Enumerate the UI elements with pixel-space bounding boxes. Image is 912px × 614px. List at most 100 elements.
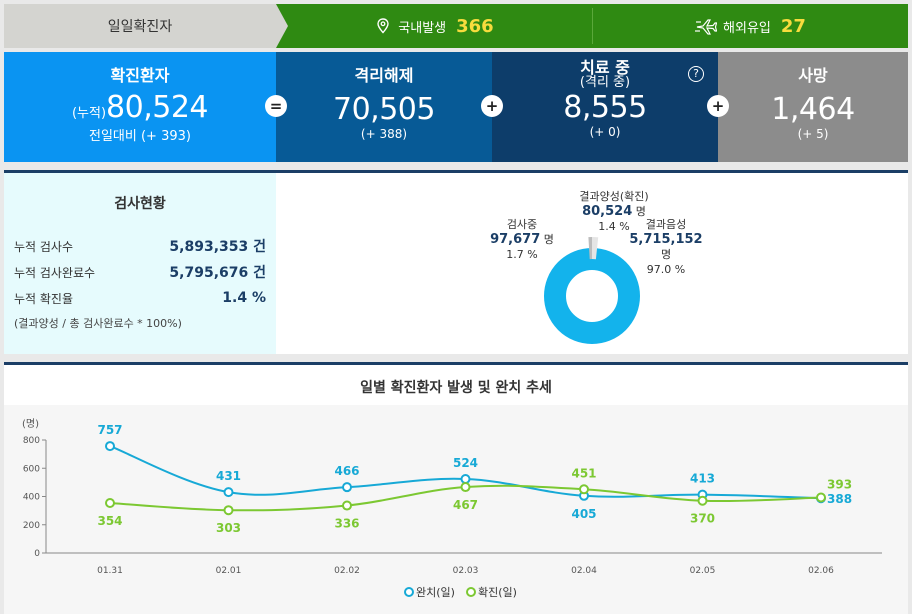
test-row-label: 누적 확진율 <box>14 291 74 306</box>
data-point <box>223 505 234 516</box>
overseas-value: 27 <box>780 15 806 37</box>
domestic-value: 366 <box>456 15 494 37</box>
treating-box: 치료 중 (격리 중) 8,555 (+ 0) ? <box>492 52 718 162</box>
released-value: 70,505 <box>333 92 435 127</box>
testing-label-group: 검사중 97,677 명 1.7 % <box>484 217 560 262</box>
positive-label: 결과양성(확진) <box>579 190 649 203</box>
positive-unit: 명 <box>635 205 646 218</box>
test-status-title: 검사현황 <box>114 196 166 212</box>
confirmed-title: 확진환자 <box>110 66 170 85</box>
data-point <box>697 495 708 506</box>
negative-label-group: 결과음성 5,715,152 명 97.0 % <box>626 217 706 277</box>
x-tick-label: 02.01 <box>216 566 242 576</box>
test-row: 누적 검사완료수 5,795,676 건 <box>14 259 266 285</box>
data-label: 388 <box>827 492 852 506</box>
data-point <box>342 482 352 493</box>
y-axis-label: (명) <box>22 418 39 430</box>
testing-unit: 명 <box>543 233 554 246</box>
x-tick-label: 01.31 <box>97 566 123 576</box>
positive-pct: 1.4 % <box>598 220 630 233</box>
testing-value: 97,677 <box>490 232 541 247</box>
data-label: 466 <box>334 464 359 478</box>
test-row: 누적 검사수 5,893,353 건 <box>14 233 266 259</box>
negative-label: 결과음성 <box>645 218 687 231</box>
data-point <box>223 487 234 498</box>
label-arrow <box>276 4 288 48</box>
daily-cases-bar: 일일확진자 국내발생 366 해외유입 27 <box>4 4 908 48</box>
deaths-value: 1,464 <box>771 92 855 127</box>
data-label: 524 <box>453 456 478 470</box>
chart-title: 일별 확진환자 발생 및 완치 추세 <box>360 380 552 396</box>
data-point <box>460 482 471 493</box>
test-row-value: 5,795,676 건 <box>169 265 266 281</box>
y-tick-label: 800 <box>23 436 40 446</box>
negative-pct: 97.0 % <box>646 263 686 276</box>
y-tick-label: 200 <box>23 521 40 531</box>
daily-cases-breakdown: 국내발생 366 해외유입 27 <box>276 4 908 48</box>
confirmed-box: 확진환자 (누적)80,524 전일대비 (+ 393) <box>4 52 276 162</box>
data-label: 431 <box>216 469 241 483</box>
donut-chart <box>544 236 640 344</box>
daily-trend-section: 일별 확진환자 발생 및 완치 추세 (명) 0 200 400 600 800 01.3… <box>4 362 908 614</box>
released-title: 격리해제 <box>354 66 414 85</box>
plus-operator: + <box>707 95 729 117</box>
data-point <box>105 497 115 508</box>
test-row-label: 누적 검사수 <box>14 239 74 254</box>
legend-released-marker <box>404 587 414 597</box>
testing-pct: 1.7 % <box>506 248 538 261</box>
overseas-label: 해외유입 <box>723 20 771 36</box>
x-tick-label: 02.02 <box>334 566 360 576</box>
data-label: 336 <box>334 517 359 531</box>
deaths-box: 사망 1,464 (+ 5) <box>718 52 908 162</box>
trend-line-chart: (명) 0 200 400 600 800 01.31 02.01 02.02 02.03 02.… <box>22 418 882 599</box>
legend: 완치(일) 확진(일) <box>404 585 517 599</box>
daily-cases-label: 일일확진자 <box>4 4 276 48</box>
test-row-label: 누적 검사완료수 <box>14 265 96 280</box>
data-label: 393 <box>827 477 852 491</box>
data-label: 467 <box>453 498 478 512</box>
equals-operator: = <box>265 95 287 117</box>
donut-negative-slice <box>544 248 640 344</box>
x-tick-label: 02.06 <box>808 566 834 576</box>
location-pin-icon <box>377 18 389 34</box>
data-label: 451 <box>571 466 596 480</box>
donut-testing-slice <box>592 236 599 260</box>
data-point <box>105 441 115 452</box>
plus-operator: + <box>481 95 503 117</box>
x-tick-label: 02.03 <box>453 566 479 576</box>
data-label: 413 <box>690 472 715 486</box>
negative-unit: 명 <box>660 248 672 261</box>
deaths-title: 사망 <box>798 66 828 85</box>
confirmed-diff: 전일대비 (+ 393) <box>89 129 191 144</box>
test-result-donut: 결과양성(확진) 80,524 명 1.4 % 검사중 97,677 명 1.7… <box>276 173 908 354</box>
test-status-panel: 검사현황 누적 검사수 5,893,353 건 누적 검사완료수 5,795,6… <box>4 173 276 354</box>
legend-item-released[interactable]: 완치(일) <box>404 585 455 599</box>
data-label: 354 <box>97 514 122 528</box>
positive-label-group: 결과양성(확진) 80,524 명 1.4 % <box>554 189 674 234</box>
y-tick-label: 0 <box>34 549 40 559</box>
x-tick-label: 02.05 <box>690 566 716 576</box>
negative-value: 5,715,152 <box>629 232 703 247</box>
legend-confirmed-marker <box>466 587 476 597</box>
grid-layer: 0 200 400 600 800 01.31 02.01 02.02 02.03 02.04 02… <box>23 436 882 576</box>
legend-item-confirmed[interactable]: 확진(일) <box>466 585 517 599</box>
test-row-value: 5,893,353 건 <box>169 239 266 255</box>
airplane-icon <box>695 19 718 35</box>
legend-released-label: 완치(일) <box>416 585 455 599</box>
chart-background <box>4 405 908 614</box>
test-row: 누적 확진율 1.4 % <box>14 285 266 311</box>
data-point <box>816 492 826 503</box>
treating-title: 치료 중 <box>580 58 630 77</box>
help-icon[interactable]: ? <box>688 66 704 82</box>
positive-value: 80,524 <box>582 204 633 219</box>
treating-diff: (+ 0) <box>589 125 621 139</box>
summary-stats: 확진환자 (누적)80,524 전일대비 (+ 393) 격리해제 70,505… <box>4 52 908 162</box>
overseas-cases: 해외유입 27 <box>593 4 908 48</box>
testing-label: 검사중 <box>506 218 538 231</box>
test-status-section: 검사현황 누적 검사수 5,893,353 건 누적 검사완료수 5,795,6… <box>4 170 908 354</box>
y-tick-label: 600 <box>23 464 40 474</box>
positivity-note: (결과양성 / 총 검사완료수 * 100%) <box>14 317 182 330</box>
data-label: 405 <box>571 507 596 521</box>
data-label: 370 <box>690 512 715 526</box>
domestic-cases: 국내발생 366 <box>276 4 592 48</box>
